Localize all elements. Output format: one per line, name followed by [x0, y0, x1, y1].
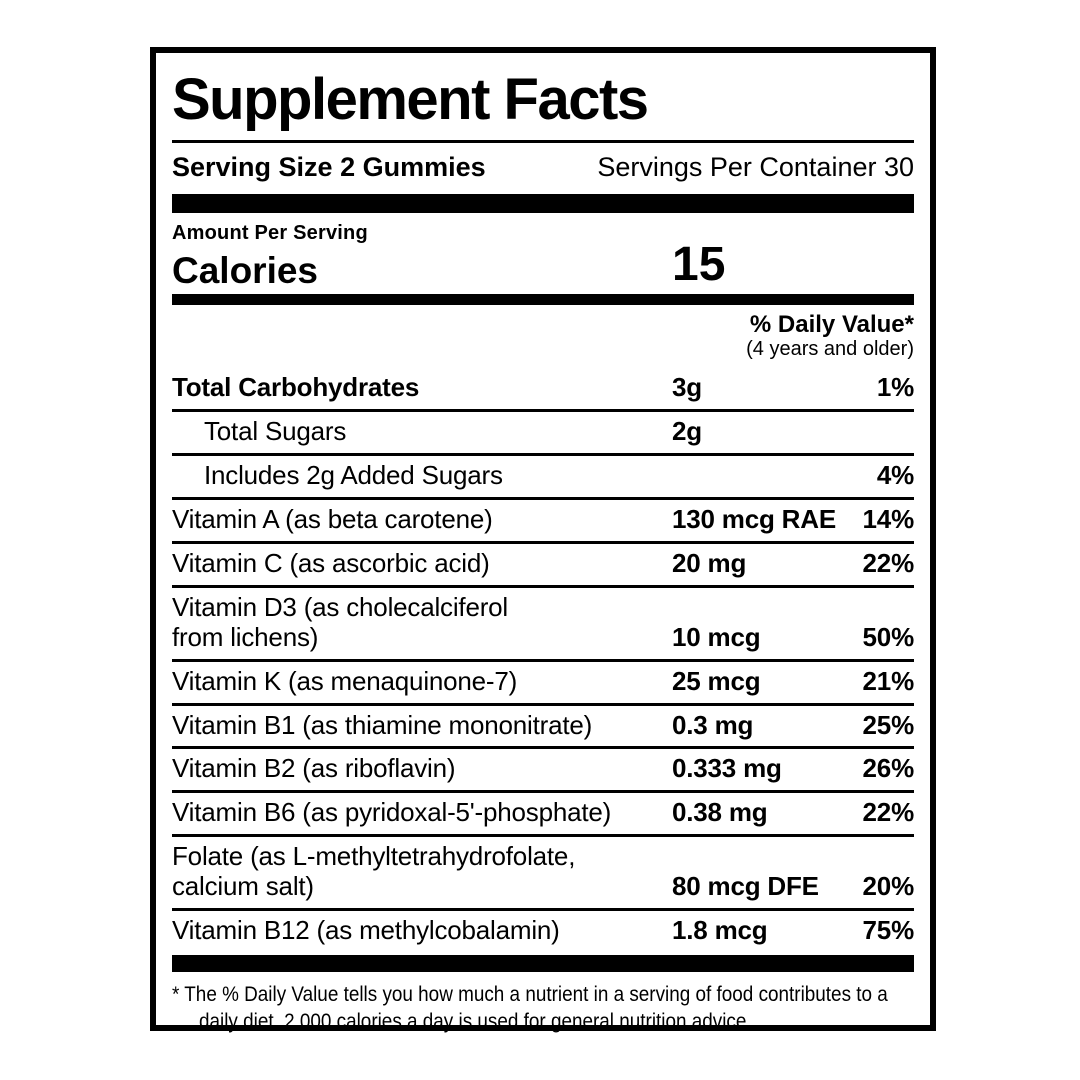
thick-divider-top: [172, 194, 914, 213]
nutrient-label: Vitamin A (as beta carotene): [172, 504, 493, 535]
nutrient-daily-value: 14%: [862, 504, 915, 535]
nutrient-amount: 0.38 mg: [672, 797, 768, 828]
nutrient-row-vitamin-a: Vitamin A (as beta carotene) 130 mcg RAE…: [172, 500, 914, 544]
nutrient-amount: 0.333 mg: [672, 753, 782, 784]
daily-value-footnote: * The % Daily Value tells you how much a…: [172, 981, 914, 1036]
nutrient-amount: 10 mcg: [672, 621, 761, 652]
nutrient-amount: 80 mcg DFE: [672, 871, 819, 902]
nutrient-row-vitamin-b6: Vitamin B6 (as pyridoxal-5'-phosphate) 0…: [172, 793, 915, 838]
nutrient-label: Vitamin B6 (as pyridoxal-5'-phosphate): [172, 797, 612, 828]
calories-label: Calories: [172, 250, 319, 291]
nutrient-daily-value: 22%: [862, 547, 915, 578]
nutrient-label: Total Sugars: [204, 416, 347, 447]
supplement-facts-panel: Supplement Facts Serving Size 2 Gummies …: [150, 47, 936, 1033]
footnote-line-1: * The % Daily Value tells you how much a…: [172, 982, 888, 1006]
nutrient-row-vitamin-d3: Vitamin D3 (as cholecalciferol from lich…: [172, 588, 914, 662]
panel-title: Supplement Facts: [172, 67, 649, 132]
nutrient-label: Vitamin K (as menaquinone-7): [172, 665, 518, 696]
nutrient-amount: 0.3 mg: [672, 709, 754, 740]
nutrient-amount: 3g: [672, 372, 702, 403]
title-divider: [172, 140, 914, 143]
nutrient-row-vitamin-k: Vitamin K (as menaquinone-7) 25 mcg 21%: [172, 662, 914, 706]
nutrient-daily-value: 75%: [862, 914, 915, 945]
nutrient-row-folate: Folate (as L-methyltetrahydrofolate, cal…: [172, 837, 914, 911]
calories-value: 15: [672, 238, 726, 291]
nutrient-amount: 20 mg: [672, 547, 747, 578]
nutrient-row-vitamin-b2: Vitamin B2 (as riboflavin) 0.333 mg 26%: [172, 749, 915, 794]
nutrient-label: Vitamin B12 (as methylcobalamin): [172, 914, 560, 945]
nutrient-row-total-carbohydrates: Total Carbohydrates 3g 1%: [172, 368, 914, 413]
nutrient-daily-value: 1%: [876, 372, 914, 403]
daily-value-subheader: (4 years and older): [746, 338, 914, 361]
nutrient-daily-value: 50%: [862, 621, 915, 652]
footnote-line-2: daily diet. 2,000 calories a day is used…: [199, 1010, 752, 1034]
nutrient-label: Vitamin D3 (as cholecalciferol: [172, 591, 508, 622]
nutrient-daily-value: 25%: [862, 709, 915, 740]
nutrient-amount: 25 mcg: [672, 665, 761, 696]
nutrient-amount: 130 mcg RAE: [672, 504, 836, 535]
nutrient-daily-value: 4%: [876, 460, 914, 491]
nutrient-daily-value: 21%: [862, 665, 915, 696]
nutrient-label: Vitamin C (as ascorbic acid): [172, 547, 490, 578]
nutrient-amount: 2g: [672, 416, 702, 447]
nutrient-label: Folate (as L-methyltetrahydrofolate,: [172, 841, 576, 872]
nutrient-label-line2: from lichens): [172, 621, 319, 652]
nutrient-daily-value: 20%: [862, 871, 915, 902]
daily-value-header: % Daily Value*: [749, 311, 914, 338]
nutrient-label: Vitamin B2 (as riboflavin): [172, 753, 456, 784]
calories-row: Calories 15: [172, 241, 914, 291]
nutrient-row-total-sugars: Total Sugars 2g: [172, 412, 914, 457]
nutrient-row-vitamin-b12: Vitamin B12 (as methylcobalamin) 1.8 mcg…: [172, 911, 914, 952]
medium-divider: [172, 294, 914, 305]
servings-per-container-text: Servings Per Container 30: [597, 152, 914, 182]
serving-size-text: Serving Size 2 Gummies: [172, 152, 486, 182]
nutrient-row-vitamin-c: Vitamin C (as ascorbic acid) 20 mg 22%: [172, 544, 914, 588]
serving-info-row: Serving Size 2 Gummies Servings Per Cont…: [172, 143, 914, 194]
nutrient-label-line2: calcium salt): [172, 871, 314, 902]
nutrient-label: Total Carbohydrates: [172, 372, 420, 403]
nutrient-row-added-sugars: Includes 2g Added Sugars 4%: [172, 456, 914, 501]
thick-divider-bottom: [172, 954, 914, 972]
nutrient-row-vitamin-b1: Vitamin B1 (as thiamine mononitrate) 0.3…: [172, 706, 914, 750]
nutrient-label: Vitamin B1 (as thiamine mononitrate): [172, 709, 593, 740]
nutrient-label: Includes 2g Added Sugars: [204, 460, 503, 491]
nutrient-daily-value: 22%: [862, 797, 915, 828]
nutrient-daily-value: 26%: [862, 753, 915, 784]
amount-per-serving-heading: Amount Per Serving: [172, 222, 368, 244]
nutrient-amount: 1.8 mcg: [672, 914, 768, 945]
